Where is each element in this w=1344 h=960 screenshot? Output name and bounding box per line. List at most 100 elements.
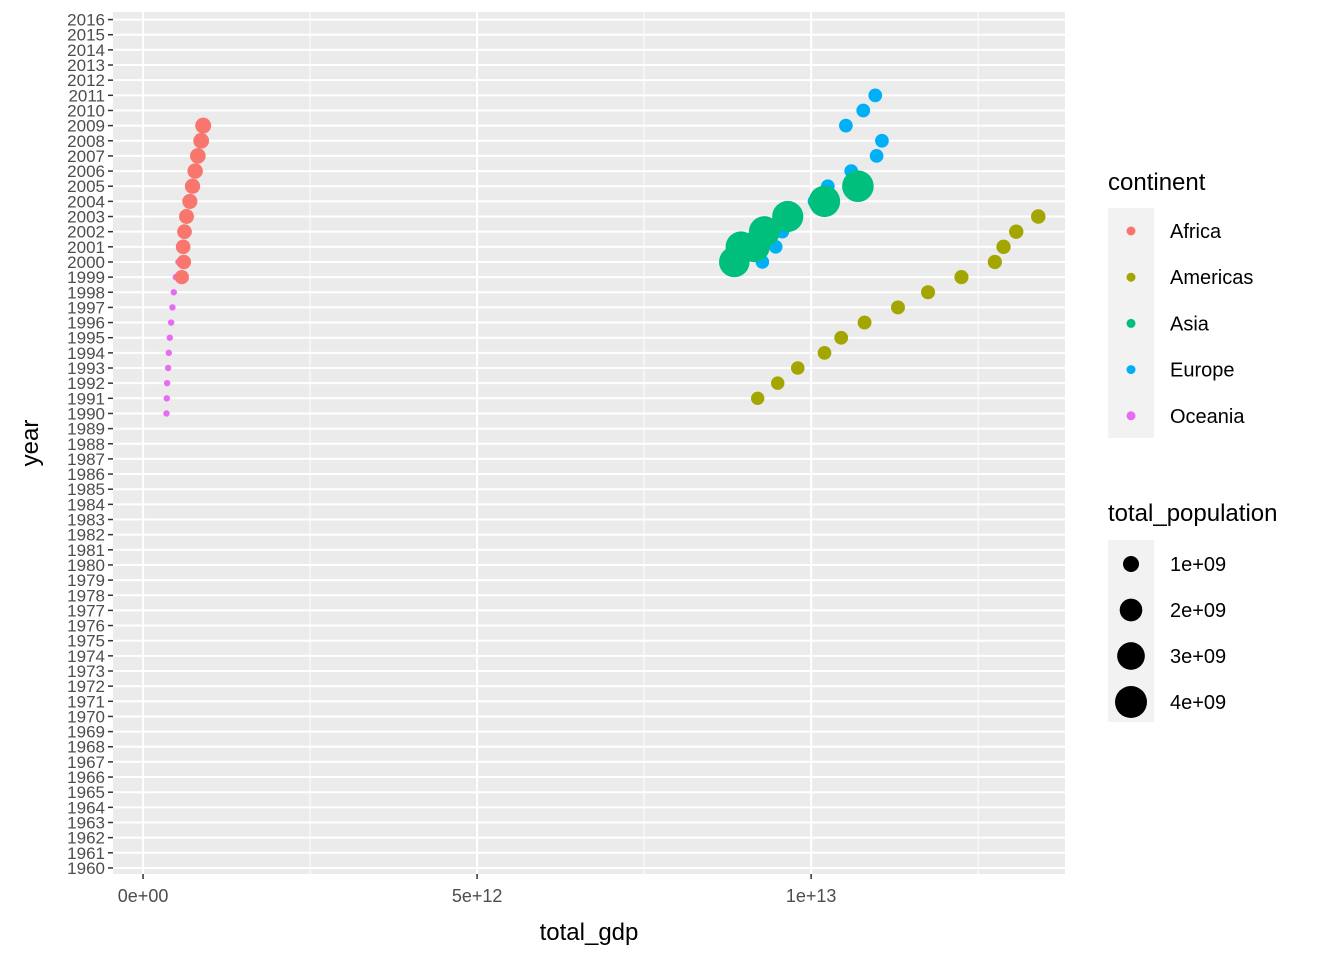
legend-key-americas (1126, 272, 1136, 282)
y-tick-label: 2000 (67, 253, 105, 272)
y-tick-label: 2007 (67, 147, 105, 166)
legend-label-europe: Europe (1170, 360, 1235, 382)
y-tick-label: 1970 (67, 707, 105, 726)
legend-label-americas: Americas (1170, 267, 1253, 289)
y-tick-label: 1962 (67, 829, 105, 848)
size-legend-title: total_population (1108, 500, 1277, 527)
y-tick-label: 2008 (67, 132, 105, 151)
legend-label-oceania: Oceania (1170, 406, 1245, 428)
point-oceania (167, 319, 175, 326)
y-tick-label: 2015 (67, 26, 105, 45)
y-tick-label: 2004 (67, 192, 105, 211)
point-americas (996, 239, 1011, 254)
point-oceania (170, 289, 177, 296)
size-legend: total_population 1e+09 2e+09 3e+09 4e+09 (1108, 500, 1277, 722)
y-tick-label: 1982 (67, 526, 105, 545)
y-tick-label: 2002 (67, 223, 105, 242)
y-tick-label: 1988 (67, 435, 105, 454)
y-tick-label: 2010 (67, 101, 105, 120)
point-oceania (164, 364, 172, 372)
point-americas (817, 346, 832, 360)
y-tick-label: 1974 (67, 647, 105, 666)
point-oceania (169, 304, 176, 311)
y-tick-label: 1999 (67, 268, 105, 287)
point-africa (175, 239, 191, 255)
legend-key-asia (1126, 318, 1136, 328)
y-tick-label: 1995 (67, 329, 105, 348)
legend-key-oceania (1126, 411, 1136, 421)
point-americas (857, 315, 872, 330)
y-tick-label: 1991 (67, 389, 105, 408)
size-legend-key (1115, 686, 1147, 718)
legend-key-africa (1126, 226, 1136, 236)
y-tick-label: 2005 (67, 177, 105, 196)
y-tick-label: 1990 (67, 404, 105, 423)
y-tick-label: 1998 (67, 283, 105, 302)
y-tick-label: 1972 (67, 677, 105, 696)
y-tick-label: 2011 (68, 86, 105, 105)
y-tick-label: 1975 (67, 632, 105, 651)
y-tick-label: 1979 (67, 571, 105, 590)
y-tick-label: 1961 (67, 844, 105, 863)
y-tick-label: 1993 (67, 359, 105, 378)
point-americas (834, 330, 849, 345)
data-points (163, 88, 1046, 417)
y-tick-label: 1994 (67, 344, 105, 363)
color-legend-keys: Africa Americas Asia Europe Oceania (1108, 208, 1253, 438)
point-oceania (163, 379, 171, 387)
x-axis-title: total_gdp (540, 919, 639, 946)
point-europe (856, 103, 871, 118)
y-tick-label: 1971 (67, 692, 105, 711)
y-tick-label: 1984 (67, 495, 105, 514)
size-legend-key (1117, 642, 1145, 670)
point-europe (869, 149, 884, 163)
point-europe (868, 88, 883, 103)
x-tick-label: 1e+13 (786, 886, 837, 906)
size-legend-label: 3e+09 (1170, 646, 1226, 668)
y-tick-label: 1987 (67, 450, 105, 469)
y-tick-label: 1981 (67, 541, 105, 560)
y-tick-label: 1992 (67, 374, 105, 393)
y-tick-label: 1969 (67, 723, 105, 742)
point-americas (921, 285, 936, 300)
point-africa (187, 163, 203, 179)
y-tick-label: 1964 (67, 798, 105, 817)
y-axis-title: year (17, 420, 44, 467)
x-axis: 0e+00 5e+12 1e+13 (118, 874, 837, 906)
point-asia (772, 200, 804, 233)
point-americas (1031, 209, 1046, 224)
y-tick-label: 1973 (67, 662, 105, 681)
grid-major (113, 12, 1065, 874)
y-axis: 1960196119621963196419651966196719681969… (67, 11, 113, 878)
point-americas (770, 376, 785, 390)
size-legend-key (1123, 556, 1139, 572)
y-tick-label: 2012 (67, 71, 105, 90)
point-africa (195, 117, 212, 134)
y-tick-label: 1996 (67, 314, 105, 333)
point-americas (750, 391, 765, 406)
point-americas (1009, 224, 1024, 239)
y-tick-label: 2006 (67, 162, 105, 181)
y-tick-label: 2013 (67, 56, 105, 75)
y-tick-label: 1965 (67, 783, 105, 802)
size-legend-key (1119, 598, 1143, 622)
point-africa (176, 254, 192, 270)
legend-label-asia: Asia (1170, 313, 1210, 335)
legend-label-africa: Africa (1170, 221, 1222, 243)
y-tick-label: 1978 (67, 586, 105, 605)
point-americas (987, 254, 1002, 270)
point-africa (182, 193, 198, 209)
point-americas (790, 361, 805, 375)
size-legend-label: 1e+09 (1170, 554, 1226, 576)
y-tick-label: 1997 (67, 298, 105, 317)
color-legend-title: continent (1108, 169, 1206, 196)
y-tick-label: 1976 (67, 617, 105, 636)
point-americas (891, 300, 905, 315)
point-europe (839, 118, 853, 133)
point-africa (184, 178, 201, 194)
point-oceania (165, 349, 172, 357)
point-americas (954, 270, 969, 285)
y-tick-label: 2003 (67, 208, 105, 227)
point-europe (875, 133, 889, 148)
